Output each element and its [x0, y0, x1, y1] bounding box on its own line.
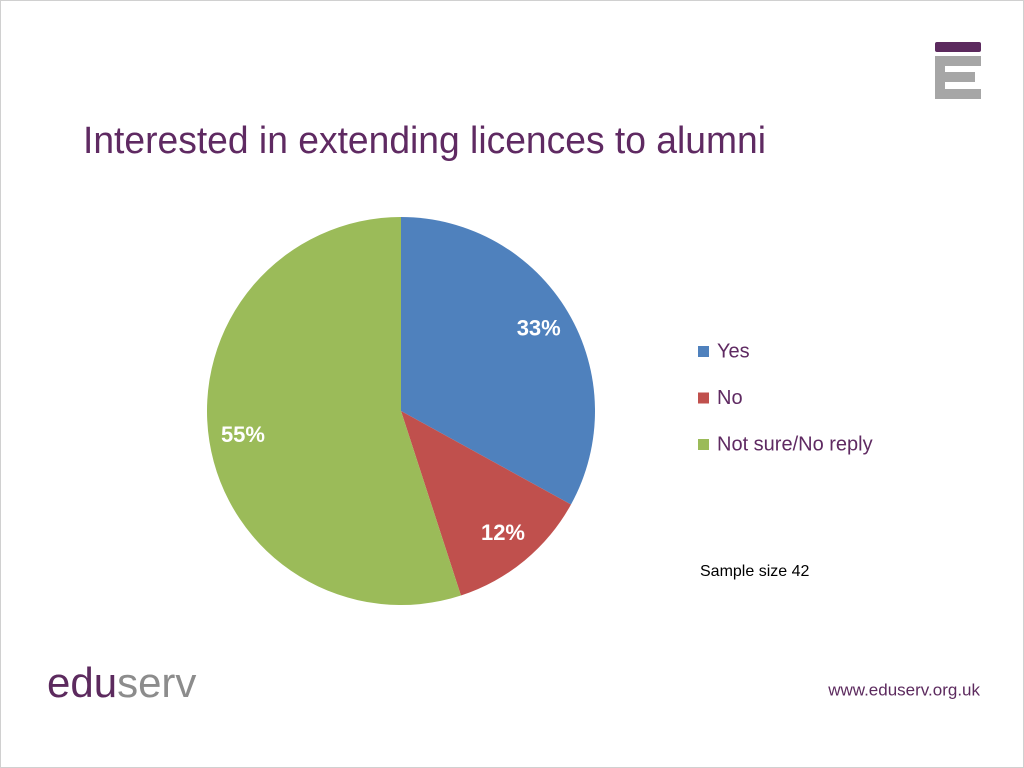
logo-part: serv: [117, 659, 196, 706]
pie-slice: [401, 217, 595, 505]
pie-slice: [206, 217, 461, 605]
chart-title: Interested in extending licences to alum…: [83, 120, 766, 162]
corner-logo: [935, 42, 981, 99]
data-label: 12%: [481, 520, 525, 545]
footer-url: www.eduserv.org.uk: [827, 680, 980, 699]
logo-e: [935, 56, 981, 66]
logo-part: edu: [47, 659, 117, 706]
legend-swatch: [698, 392, 709, 404]
legend-swatch: [698, 439, 709, 450]
footer-logo: eduserv: [47, 659, 196, 706]
data-label: 33%: [517, 315, 561, 340]
legend-label: No: [717, 387, 743, 409]
annotation: Sample size 42: [700, 563, 809, 580]
legend-swatch: [698, 346, 709, 357]
legend-label: Yes: [717, 340, 750, 362]
legend-label: Not sure/No reply: [717, 433, 873, 455]
logo-bar: [935, 42, 981, 52]
pie-slice: [401, 411, 572, 596]
logo-e: [935, 89, 981, 99]
logo-e: [935, 72, 975, 82]
data-label: 55%: [221, 422, 265, 447]
